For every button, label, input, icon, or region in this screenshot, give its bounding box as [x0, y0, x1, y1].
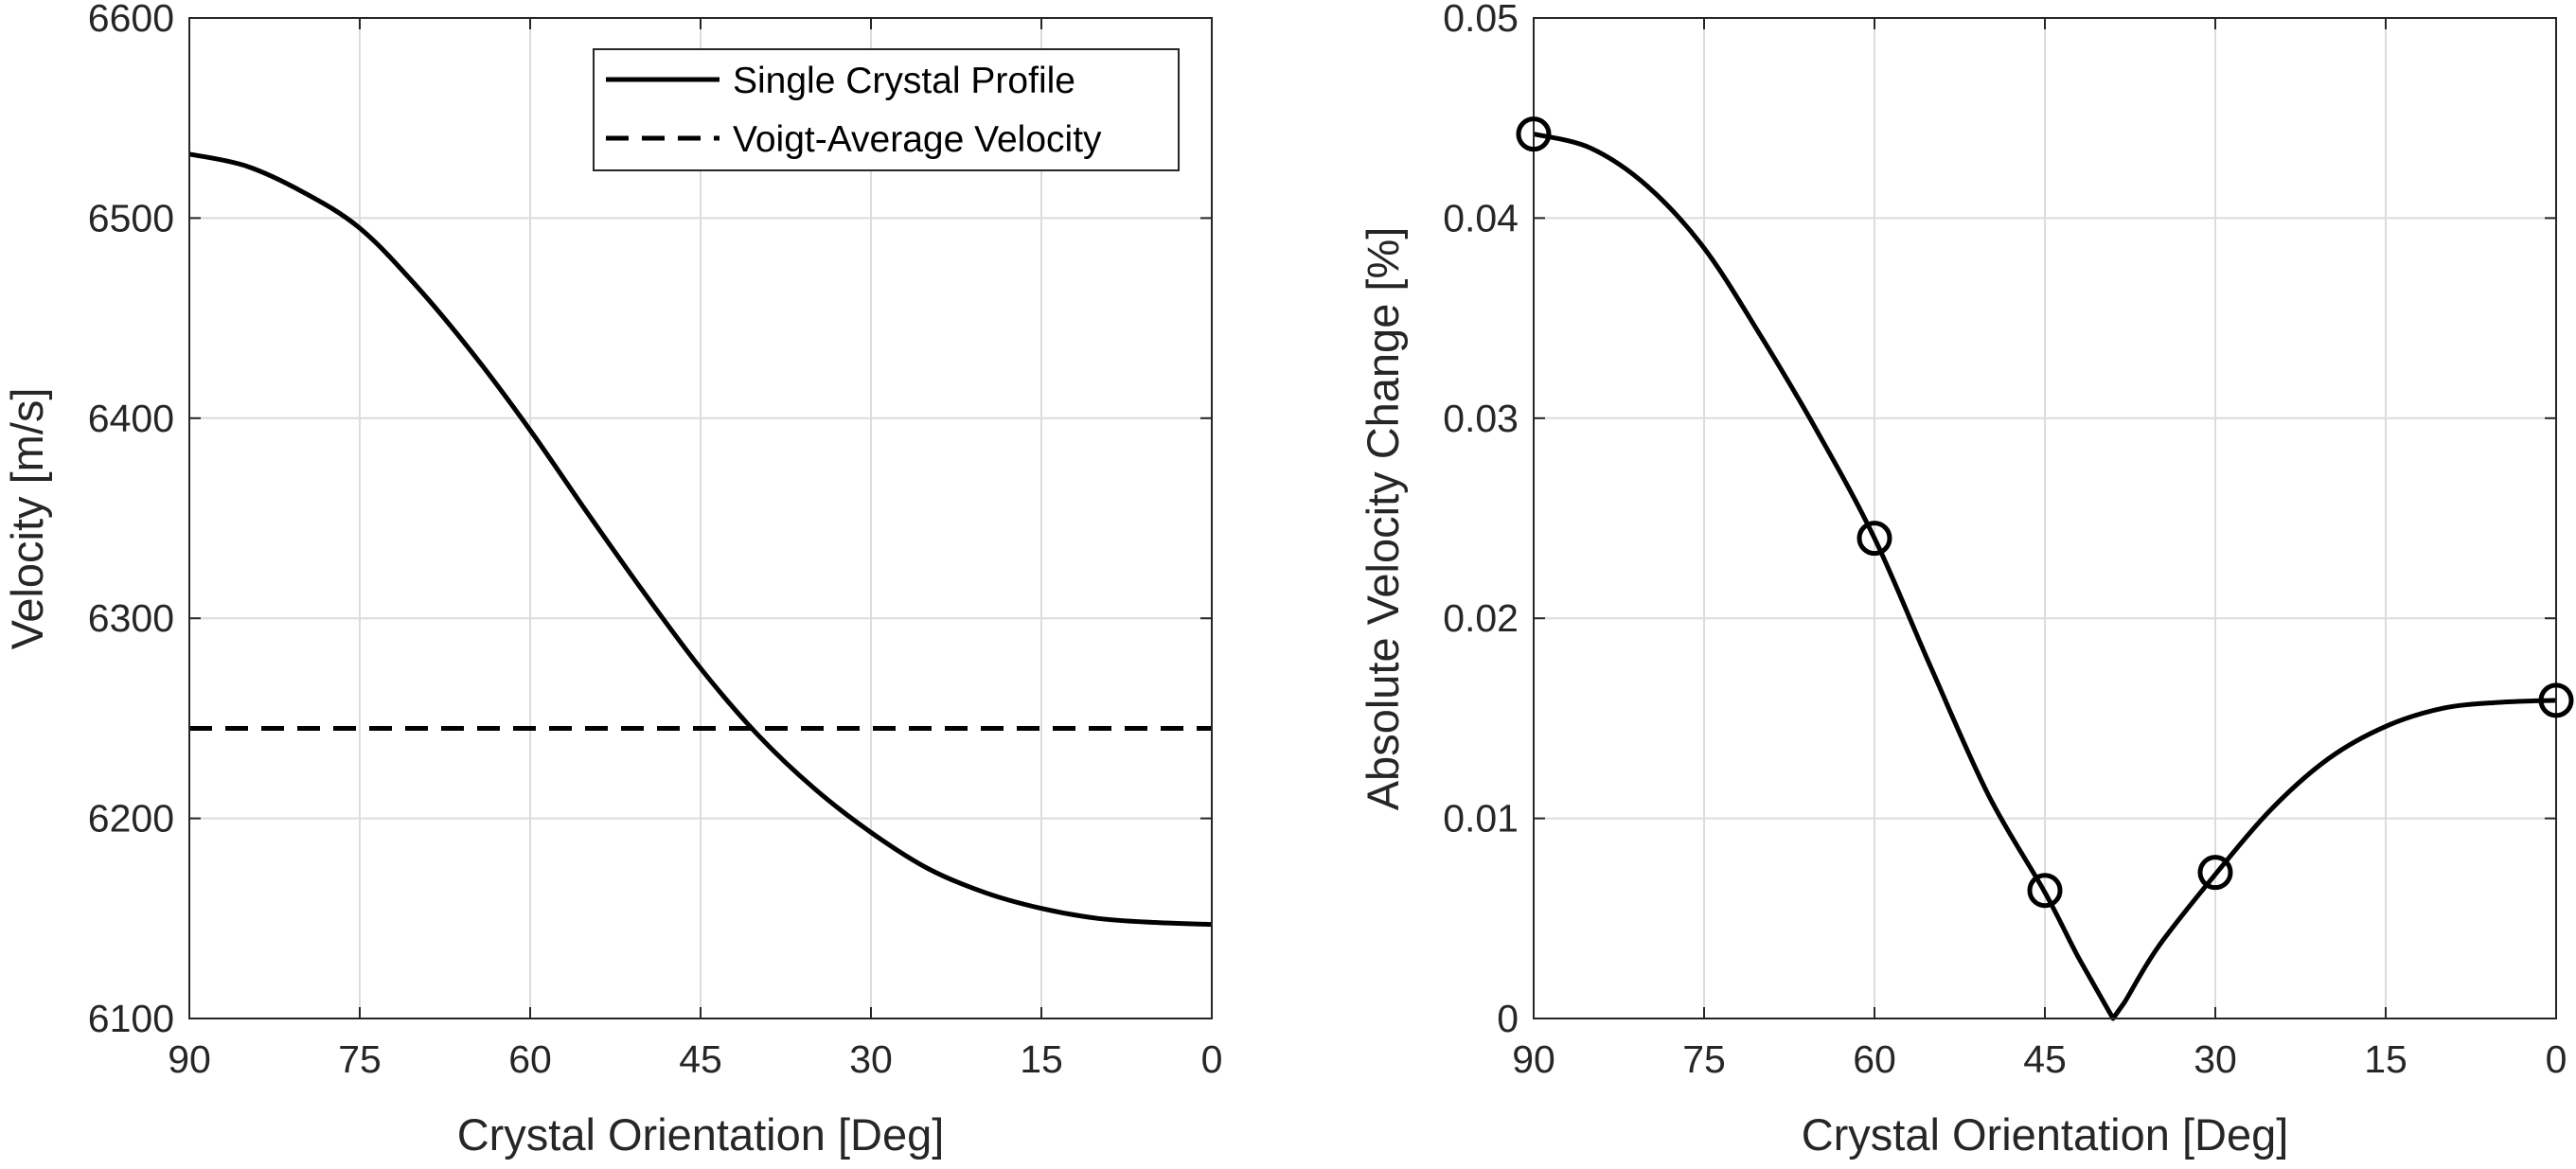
x-tick-label: 90	[1512, 1037, 1555, 1081]
y-tick-label: 0.01	[1443, 797, 1519, 841]
x-axis-label: Crystal Orientation [Deg]	[457, 1109, 945, 1160]
legend: Single Crystal Profile Voigt-Average Vel…	[593, 48, 1180, 171]
velocity-chart: 90 75 60 45 30 15 0 6100 6200 6300 6400 6500 6600 C…	[2, 0, 1222, 1160]
y-tick-label: 0.05	[1443, 0, 1519, 40]
series-lines	[1533, 132, 2557, 1021]
y-tick-label: 6400	[88, 397, 174, 440]
x-tick-label: 30	[849, 1037, 893, 1081]
tick-marks	[188, 17, 1213, 1019]
x-tick-label: 60	[1853, 1037, 1896, 1081]
y-tick-label: 0	[1497, 997, 1519, 1040]
data-markers	[1516, 116, 2574, 909]
x-tick-label: 60	[508, 1037, 552, 1081]
x-tick-label: 90	[168, 1037, 211, 1081]
x-tick-labels: 90 75 60 45 30 15 0	[1512, 1037, 2567, 1081]
y-tick-labels: 6100 6200 6300 6400 6500 6600	[88, 0, 174, 1040]
legend-box	[593, 48, 1180, 171]
y-axis-label: Velocity [m/s]	[2, 388, 52, 650]
data-marker	[1516, 116, 1552, 152]
x-tick-label: 30	[2194, 1037, 2237, 1081]
x-tick-label: 15	[1020, 1037, 1063, 1081]
data-marker	[2538, 682, 2574, 718]
tick-marks	[1533, 17, 2557, 1019]
x-tick-label: 45	[679, 1037, 722, 1081]
series-line-series-0	[1533, 132, 2557, 1021]
velocity-change-chart: 90 75 60 45 30 15 0 0 0.01 0.02 0.03 0.04 0.05 Crys…	[1358, 0, 2574, 1160]
x-axis-label: Crystal Orientation [Deg]	[1802, 1109, 2289, 1160]
x-tick-label: 0	[2546, 1037, 2567, 1081]
legend-entry-voigt-average-velocity: Voigt-Average Velocity	[733, 119, 1102, 160]
y-tick-label: 0.03	[1443, 397, 1519, 440]
data-marker	[2027, 873, 2063, 909]
x-tick-labels: 90 75 60 45 30 15 0	[168, 1037, 1222, 1081]
data-marker	[1856, 521, 1892, 557]
x-tick-label: 75	[1682, 1037, 1726, 1081]
y-tick-label: 6200	[88, 797, 174, 841]
legend-entry-single-crystal-profile: Single Crystal Profile	[733, 61, 1075, 101]
y-tick-label: 6100	[88, 997, 174, 1040]
y-tick-label: 0.02	[1443, 596, 1519, 640]
x-tick-label: 15	[2364, 1037, 2407, 1081]
series-line-single-crystal-profile	[188, 151, 1213, 928]
series-lines	[188, 151, 1213, 928]
y-tick-label: 0.04	[1443, 196, 1519, 239]
y-tick-label: 6600	[88, 0, 174, 40]
x-tick-label: 45	[2023, 1037, 2067, 1081]
data-marker	[2197, 855, 2233, 891]
x-tick-label: 75	[338, 1037, 382, 1081]
y-tick-label: 6500	[88, 196, 174, 239]
x-tick-label: 0	[1201, 1037, 1223, 1081]
y-axis-label: Absolute Velocity Change [%]	[1358, 227, 1408, 811]
y-tick-labels: 0 0.01 0.02 0.03 0.04 0.05	[1443, 0, 1519, 1040]
y-tick-label: 6300	[88, 596, 174, 640]
